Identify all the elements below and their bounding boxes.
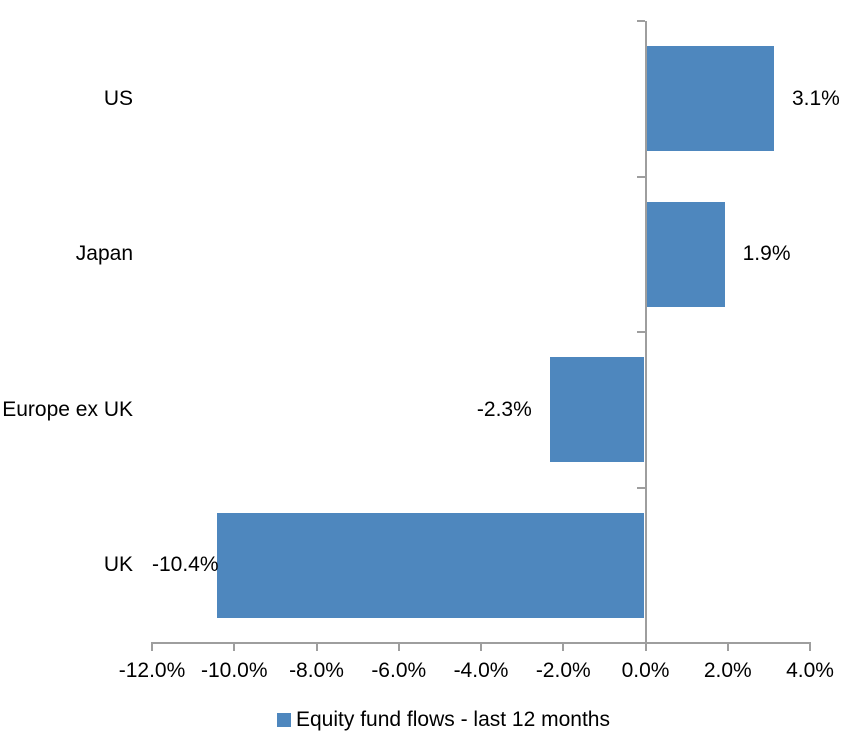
y-tick [636,331,645,333]
bar [549,357,645,463]
category-label: Europe ex UK [2,397,133,421]
x-tick [315,643,318,651]
value-label: 3.1% [791,86,840,110]
x-tick-label: 2.0% [703,659,752,682]
legend-swatch-icon [277,713,291,727]
y-tick [636,20,645,22]
x-tick [233,643,236,651]
x-tick-label: -6.0% [371,659,427,682]
bar [646,201,725,307]
x-tick [480,643,482,651]
y-axis-line [644,21,647,643]
value-label: -10.4% [152,553,219,577]
x-tick-label: -12.0% [118,659,186,682]
value-label: 1.9% [742,242,791,266]
category-label: US [103,86,133,110]
category-label: UK [103,553,133,577]
value-label: -2.3% [476,397,532,421]
x-tick-label: 0.0% [621,659,670,682]
x-tick [151,643,153,651]
bar [646,46,774,152]
category-label: Japan [75,242,133,266]
x-tick-label: -8.0% [289,659,344,682]
x-tick [397,643,400,651]
x-tick [644,643,647,651]
x-tick-label: -10.0% [200,659,268,682]
y-tick [636,175,645,178]
y-tick [636,486,645,489]
x-tick-label: -4.0% [453,659,509,682]
legend-label: Equity fund flows - last 12 months [296,708,610,731]
x-tick [562,643,565,651]
x-tick-label: -2.0% [535,659,591,682]
y-tick [636,642,645,644]
x-tick-label: 4.0% [786,659,834,682]
x-tick [809,643,811,651]
legend: Equity fund flows - last 12 months [277,704,610,736]
bar [216,512,645,618]
x-tick [726,643,729,651]
